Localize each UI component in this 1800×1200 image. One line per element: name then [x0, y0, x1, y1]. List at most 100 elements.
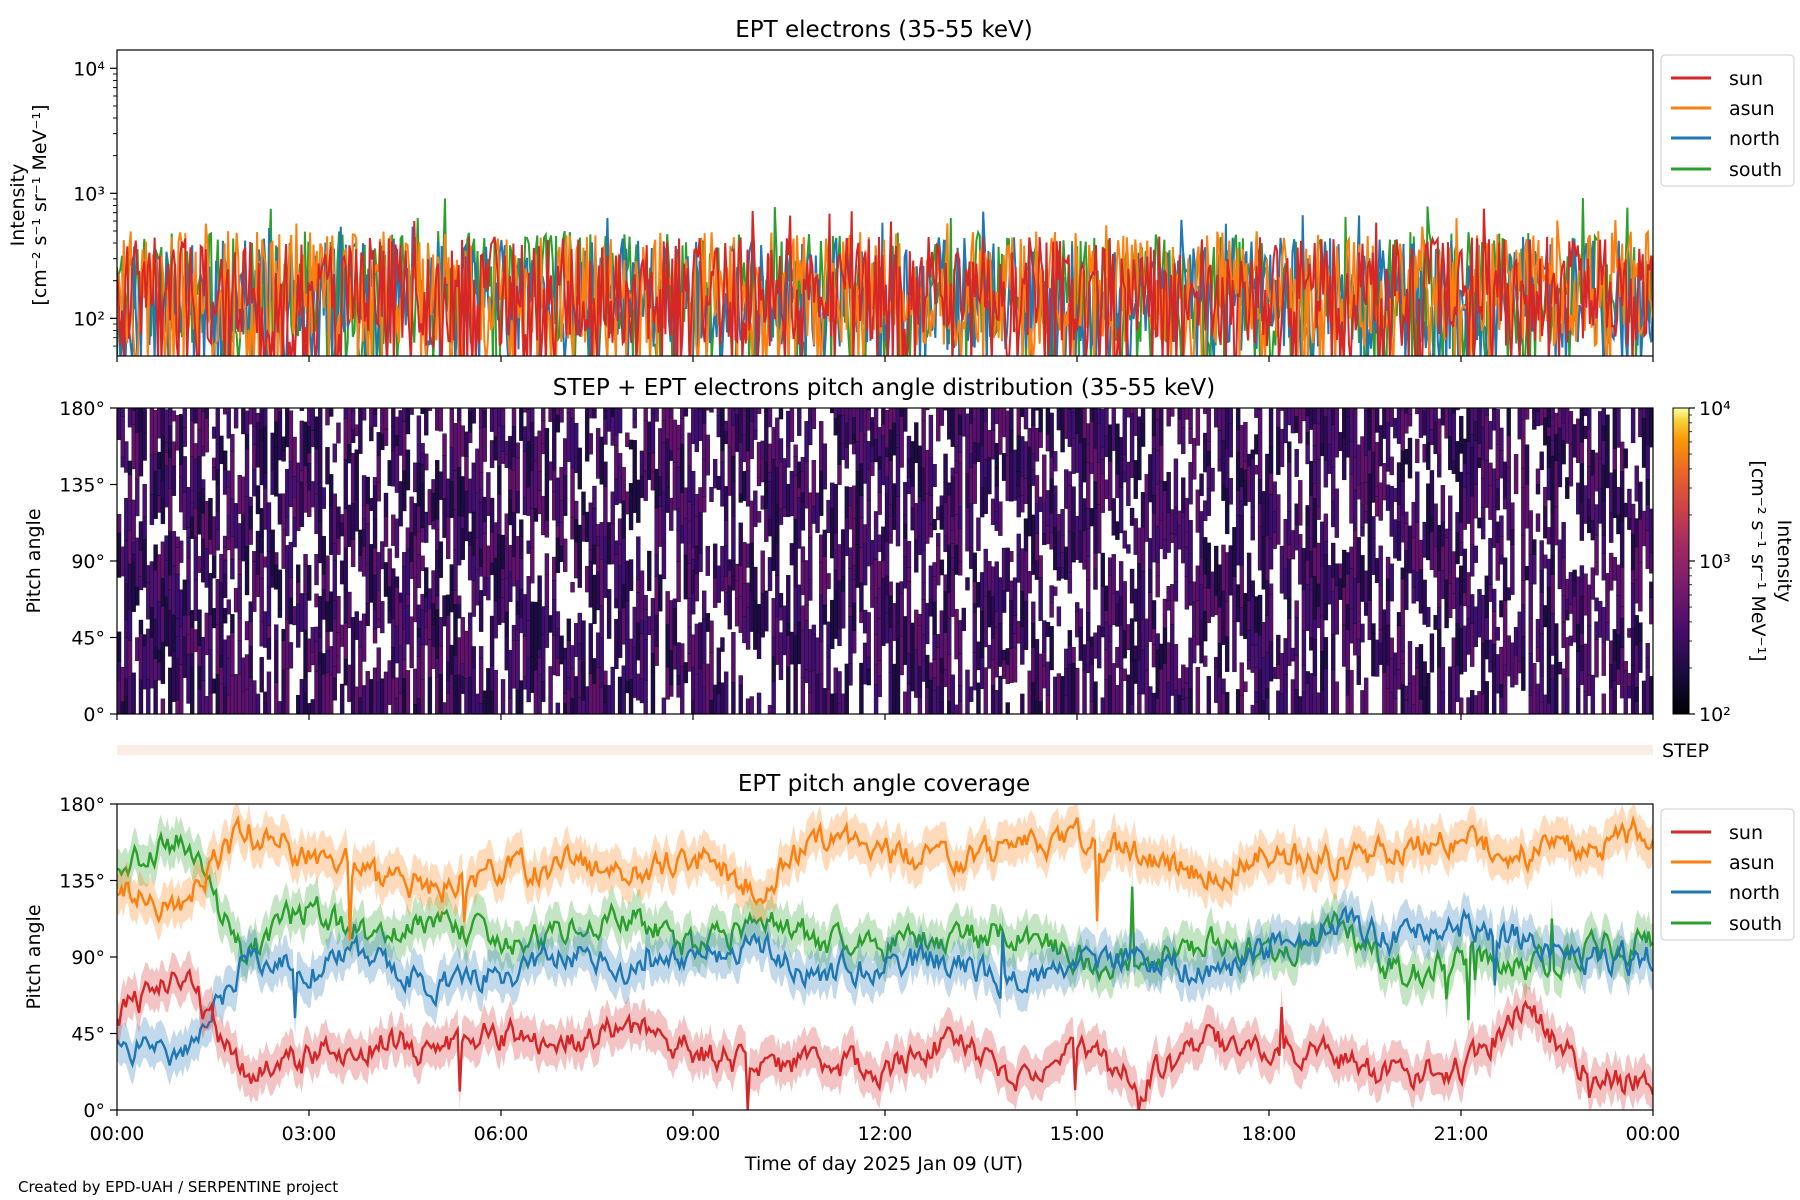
- heatmap-cell: [1491, 408, 1497, 410]
- heatmap-cell: [142, 634, 147, 646]
- heatmap-cell: [555, 408, 561, 416]
- heatmap-cell: [844, 517, 849, 557]
- heatmap-cell: [1020, 495, 1025, 513]
- heatmap-cell: [906, 541, 912, 568]
- heatmap-cell: [325, 601, 330, 632]
- heatmap-cell: [1360, 690, 1365, 714]
- heatmap-cell: [248, 496, 253, 507]
- heatmap-cell: [402, 659, 407, 679]
- heatmap-cell: [493, 436, 498, 461]
- heatmap-cell: [497, 465, 502, 495]
- heatmap-cell: [1243, 421, 1248, 462]
- heatmap-cell: [1543, 694, 1548, 714]
- heatmap-cell: [398, 410, 403, 437]
- heatmap-cell: [943, 574, 948, 592]
- heatmap-cell: [1257, 479, 1263, 504]
- heatmap-cell: [135, 537, 140, 588]
- heatmap-cell: [497, 554, 502, 598]
- heatmap-cell: [764, 461, 769, 509]
- y-tick-label: 0°: [83, 1100, 105, 1122]
- heatmap-cell: [153, 410, 158, 455]
- heatmap-cell: [435, 460, 440, 494]
- heatmap-cell: [1067, 409, 1073, 447]
- heatmap-cell: [1246, 660, 1252, 670]
- heatmap-cell: [976, 641, 981, 671]
- heatmap-cell: [489, 665, 495, 692]
- heatmap-cell: [237, 617, 242, 641]
- heatmap-cell: [1480, 506, 1486, 519]
- heatmap-cell: [1009, 429, 1014, 453]
- heatmap-cell: [171, 650, 177, 702]
- heatmap-cell: [1268, 446, 1274, 474]
- heatmap-cell: [1115, 474, 1120, 499]
- heatmap-cell: [1115, 603, 1120, 627]
- heatmap-cell: [1382, 609, 1387, 629]
- heatmap-cell: [230, 675, 235, 714]
- heatmap-cell: [990, 566, 996, 597]
- heatmap-cell: [1477, 408, 1482, 444]
- coverage-line-asun: [117, 814, 1653, 941]
- heatmap-cell: [1261, 622, 1266, 658]
- heatmap-cell: [489, 532, 495, 564]
- y-tick-label: 10³: [73, 183, 105, 205]
- heatmap-cell: [1634, 465, 1639, 502]
- heatmap-cell: [563, 538, 568, 572]
- heatmap-cell: [1034, 678, 1040, 702]
- heatmap-cell: [285, 545, 290, 572]
- heatmap-cell: [146, 582, 151, 620]
- heatmap-cell: [1228, 423, 1233, 458]
- heatmap-cell: [1323, 513, 1329, 542]
- heatmap-cell: [1385, 600, 1391, 626]
- heatmap-cell: [859, 546, 864, 583]
- heatmap-cell: [314, 493, 319, 535]
- heatmap-cell: [705, 434, 711, 476]
- heatmap-cell: [522, 676, 528, 690]
- heatmap-cell: [467, 432, 473, 444]
- heatmap-cell: [435, 493, 440, 520]
- heatmap-cell: [391, 408, 396, 427]
- heatmap-cell: [855, 502, 860, 545]
- heatmap-cell: [1502, 664, 1508, 675]
- heatmap-cell: [160, 498, 166, 525]
- heatmap-cell: [504, 577, 509, 613]
- heatmap-cell: [1082, 408, 1087, 439]
- heatmap-cell: [255, 422, 261, 468]
- heatmap-cell: [427, 608, 433, 640]
- heatmap-cell: [420, 443, 425, 454]
- heatmap-cell: [595, 667, 601, 714]
- heatmap-cell: [402, 677, 407, 693]
- heatmap-cell: [1444, 537, 1449, 580]
- heatmap-cell: [859, 582, 864, 612]
- heatmap-cell: [691, 700, 696, 714]
- heatmap-cell: [358, 529, 363, 556]
- panel3-legend-label-south: south: [1729, 913, 1782, 935]
- heatmap-cell: [449, 564, 455, 613]
- heatmap-cell: [1228, 478, 1233, 505]
- heatmap-cell: [859, 517, 864, 548]
- heatmap-cell: [1075, 667, 1080, 714]
- heatmap-cell: [932, 464, 937, 488]
- heatmap-cell: [789, 408, 795, 442]
- heatmap-cell: [1448, 408, 1453, 437]
- heatmap-cell: [1235, 408, 1241, 431]
- panel1-legend-label-sun: sun: [1729, 68, 1763, 90]
- heatmap-cell: [1649, 508, 1653, 553]
- heatmap-cell: [1137, 693, 1142, 714]
- heatmap-cell: [1565, 599, 1570, 611]
- heatmap-cell: [259, 577, 264, 622]
- heatmap-cell: [1206, 451, 1212, 467]
- heatmap-cell: [1404, 448, 1409, 465]
- heatmap-cell: [1104, 649, 1109, 680]
- heatmap-cell: [233, 503, 239, 549]
- heatmap-cell: [157, 554, 162, 602]
- heatmap-cell: [402, 629, 407, 660]
- heatmap-cell: [1488, 485, 1493, 520]
- heatmap-cell: [1089, 636, 1095, 647]
- heatmap-cell: [391, 514, 396, 546]
- heatmap-cell: [1543, 417, 1548, 446]
- heatmap-cell: [420, 644, 425, 680]
- heatmap-cell: [552, 635, 557, 676]
- heatmap-cell: [833, 532, 839, 571]
- heatmap-cell: [628, 483, 634, 531]
- heatmap-cell: [1016, 533, 1021, 556]
